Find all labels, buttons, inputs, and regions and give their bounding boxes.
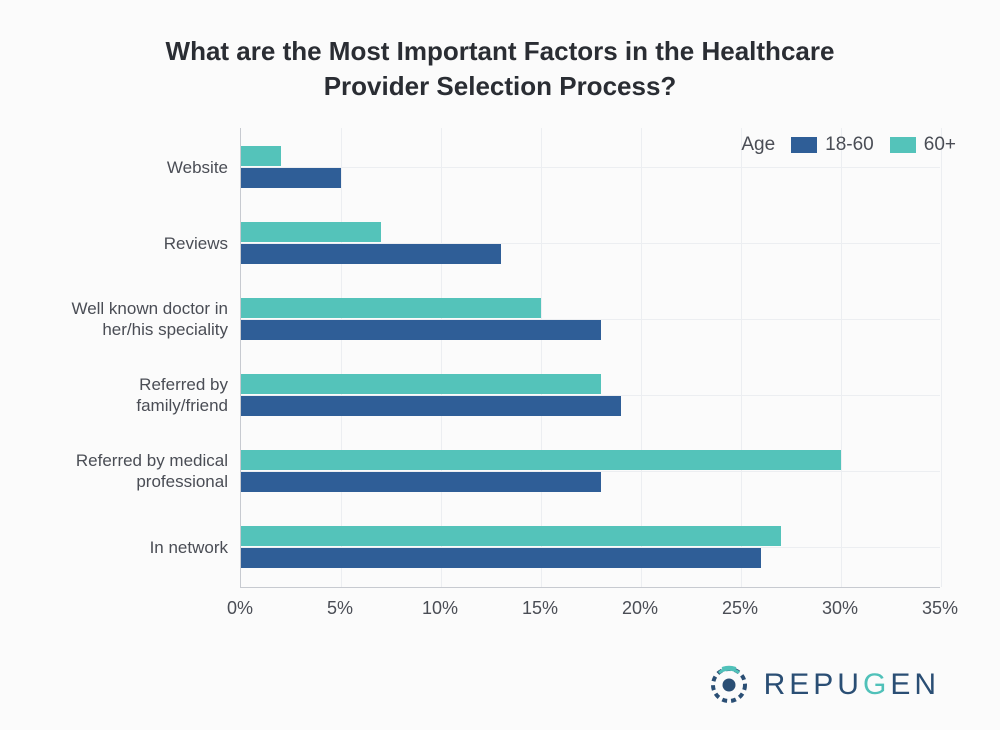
row-baseline [241,167,940,168]
y-axis-category-label: Referred by medicalprofessional [40,450,228,493]
y-axis-labels: Website Reviews Well known doctor inher/hi… [40,128,240,588]
grid-line [841,128,842,587]
chart-plot: Age 18-60 60+ Website Reviews Well known d… [40,128,960,628]
grid-line [541,128,542,587]
grid-line [341,128,342,587]
x-tick-label: 5% [327,598,353,619]
logo-text-accent: G [863,668,890,701]
bar-1860 [241,244,501,264]
bar-1860 [241,396,621,416]
x-tick-label: 25% [722,598,758,619]
y-axis-category-label: Referred byfamily/friend [40,374,228,417]
y-axis-category-label: Reviews [40,233,228,254]
x-tick-label: 20% [622,598,658,619]
bar-60 [241,298,541,318]
grid-line [641,128,642,587]
x-tick-label: 10% [422,598,458,619]
x-tick-label: 0% [227,598,253,619]
logo-text-suffix: EN [890,668,940,701]
logo-text: REPUGEN [764,668,940,702]
logo-mark-icon [706,662,752,708]
legend-swatch-60plus [890,137,916,153]
repugen-logo: REPUGEN [706,662,940,708]
chart-title: What are the Most Important Factors in t… [140,34,860,104]
grid-line [441,128,442,587]
legend-swatch-18-60 [791,137,817,153]
logo-text-prefix: REPU [764,668,863,701]
y-axis-category-label: Website [40,157,228,178]
x-tick-label: 35% [922,598,958,619]
chart-container: What are the Most Important Factors in t… [0,0,1000,730]
bar-60 [241,450,841,470]
bar-1860 [241,168,341,188]
x-axis-ticks: 0%5%10%15%20%25%30%35% [240,588,940,628]
bar-1860 [241,320,601,340]
bar-1860 [241,472,601,492]
legend-item-18-60: 18-60 [791,134,874,156]
x-tick-label: 30% [822,598,858,619]
legend-label-60plus: 60+ [924,134,956,156]
x-tick-label: 15% [522,598,558,619]
chart-legend: Age 18-60 60+ [741,134,956,156]
legend-title: Age [741,134,775,156]
y-axis-category-label: Well known doctor inher/his speciality [40,298,228,341]
grid-line [741,128,742,587]
bar-1860 [241,548,761,568]
bar-60 [241,146,281,166]
plot-area [240,128,940,588]
bar-60 [241,374,601,394]
bar-60 [241,222,381,242]
grid-line [941,128,942,587]
y-axis-category-label: In network [40,537,228,558]
legend-label-18-60: 18-60 [825,134,874,156]
legend-item-60plus: 60+ [890,134,956,156]
bar-60 [241,526,781,546]
